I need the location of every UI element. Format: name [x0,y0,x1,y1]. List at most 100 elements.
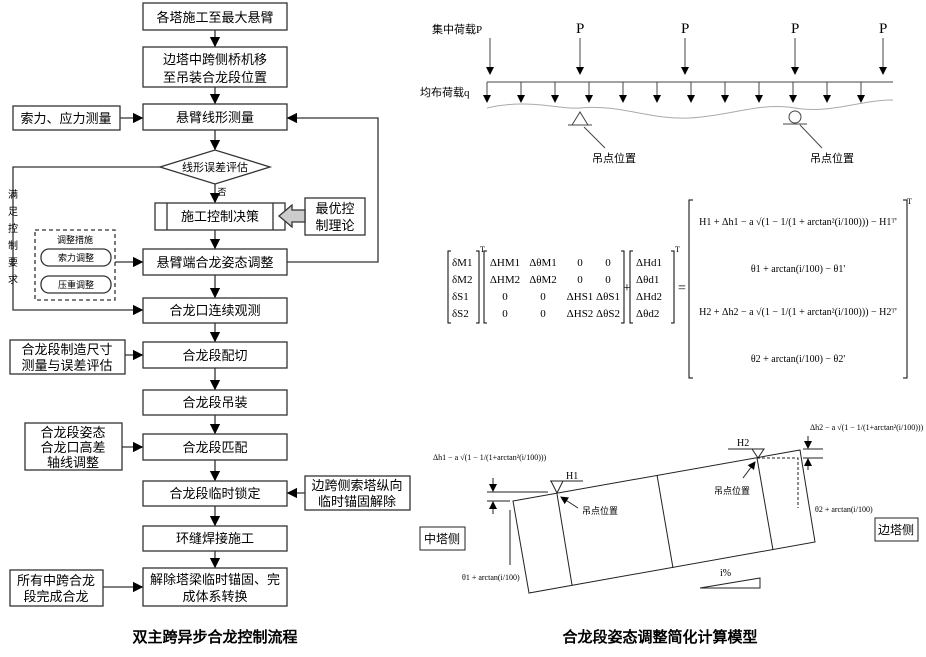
transpose: T [480,245,485,254]
matrix-entry: 0 [577,257,583,269]
side-label: 合龙段姿态 [40,425,105,441]
matrix-entry: ΔHS1 [567,291,594,303]
step-label: 成体系转换 [182,590,247,605]
h1-label: H1 [566,471,578,482]
rhs-entry: H1 + Δh1 − a √(1 − 1/(1 + arctan²(i/100)… [699,217,897,228]
step-label: 各塔施工至最大悬臂 [156,10,273,26]
measure-label: 压重调整 [58,279,94,291]
step-label: 合龙段临时锁定 [169,486,260,502]
matrix-entry: ΔθM1 [529,257,557,269]
angle2-formula: θ2 + arctan(i/100) [815,505,873,514]
load-diagram [483,38,894,149]
step-label: 边塔中跨侧桥机移 [163,53,267,68]
side-tower-label: 边塔侧 [878,523,914,537]
rhs-entry: θ2 + arctan(i/100) − θ2' [751,354,846,365]
lift-point-label: 吊点位置 [582,505,618,516]
side-label: 测量与误差评估 [21,359,112,374]
optimal-label: 制理论 [315,219,354,234]
rhs-entry: θ1 + arctan(i/100) − θ1' [751,264,846,275]
matrix-entry: 0 [605,274,611,286]
point-load-label: 集中荷载P [432,22,482,36]
transpose: T [675,245,680,254]
matrix-entry: ΔHM2 [490,274,520,286]
yes-label: 控 [8,222,18,235]
matrix-entry: ΔHM1 [490,257,520,269]
matrix-entry: 0 [540,308,546,320]
angle1-formula: θ1 + arctan(i/100) [462,573,520,582]
roller-icon [788,110,802,124]
p-label: P [879,21,887,37]
transpose: T [907,197,912,206]
matrix-equation: δM1 δM2 δS1 δS2 T ΔHM1 ΔθM1 0 0 ΔHM2 ΔθM2 0 0 0 0… [452,197,912,365]
matrix-entry: ΔθS2 [596,308,620,320]
no-label: 否 [217,187,226,198]
step-label: 悬臂线形测量 [176,111,254,126]
side-label: 轴线调整 [47,456,99,471]
side-label: 合龙段制造尺寸 [21,343,112,358]
matrix-entry: 0 [605,257,611,269]
dist-load-label: 均布荷载q [420,86,470,99]
rhs-entry: H2 + Δh2 − a √(1 − 1/(1 + arctan²(i/100)… [699,307,897,318]
vector-entry: Δθd1 [636,274,659,286]
step-label: 合龙段匹配 [182,441,247,456]
side-label: 段完成合龙 [23,590,88,605]
vector-entry: ΔHd2 [636,291,662,303]
formula-h1: Δh1 − a √(1 − 1/(1+arctan²(i/100))) [433,453,547,462]
yes-label: 制 [8,239,18,252]
delta-entry: δS2 [452,308,469,320]
stress-label: 索力、应力测量 [20,111,111,127]
matrix-brackets [447,199,908,379]
delta-entry: δM1 [452,257,472,269]
hollow-arrow-icon [277,203,306,229]
decision-diamond [157,149,273,185]
yes-label: 满 [8,189,18,201]
p-label: P [791,21,799,37]
decision-label: 线形误差评估 [182,160,248,174]
side-label: 所有中跨合龙 [17,574,95,589]
step-label: 环缝焊接施工 [176,531,254,547]
flow-caption: 双主跨异步合龙控制流程 [132,628,297,646]
vector-entry: ΔHd1 [636,257,662,269]
step-label: 合龙口连续观测 [169,303,260,319]
matrix-entry: ΔHS2 [567,308,594,320]
matrix-entry: ΔθS1 [596,291,620,303]
delta-entry: δM2 [452,274,472,286]
optimal-label: 最优控 [315,202,354,217]
measures-box [34,229,116,301]
p-label: P [576,21,584,37]
model-caption: 合龙段姿态调整简化计算模型 [561,628,757,646]
lift-point-label: 吊点位置 [810,151,854,165]
mid-tower-label: 中塔侧 [424,531,460,546]
side-label: 边跨侧索塔纵向 [311,478,402,494]
equals-sign: = [678,281,686,296]
p-label: P [681,21,689,37]
slope-label: i% [720,568,731,579]
support-icon [571,111,589,126]
step-label: 悬臂端合龙姿态调整 [156,255,273,271]
lift-point-label: 吊点位置 [714,485,750,496]
h1-marker-icon [550,480,564,495]
matrix-entry: 0 [577,274,583,286]
yes-label: 求 [8,274,18,286]
segment-model [419,436,919,594]
flowchart [9,2,411,607]
formula-h2: Δh2 − a √(1 − 1/(1+arctan²(i/100))) [810,423,924,432]
matrix-entry: 0 [540,291,546,303]
measures-title: 调整措施 [57,234,93,246]
yes-label: 要 [8,257,18,269]
h2-label: H2 [737,438,749,449]
side-label: 临时锚固解除 [318,495,396,510]
plus-sign: + [623,281,631,296]
step-label: 合龙段吊装 [182,396,247,411]
step-label: 解除塔梁临时锚固、完 [150,573,280,588]
matrix-entry: 0 [502,308,508,320]
step-label: 至吊装合龙段位置 [163,71,267,86]
vector-entry: Δθd2 [636,308,659,320]
side-label: 合龙口高差 [40,440,105,456]
lift-point-label: 吊点位置 [592,151,636,165]
matrix-entry: 0 [502,291,508,303]
step-label: 合龙段配切 [182,349,247,364]
matrix-entry: ΔθM2 [529,274,557,286]
